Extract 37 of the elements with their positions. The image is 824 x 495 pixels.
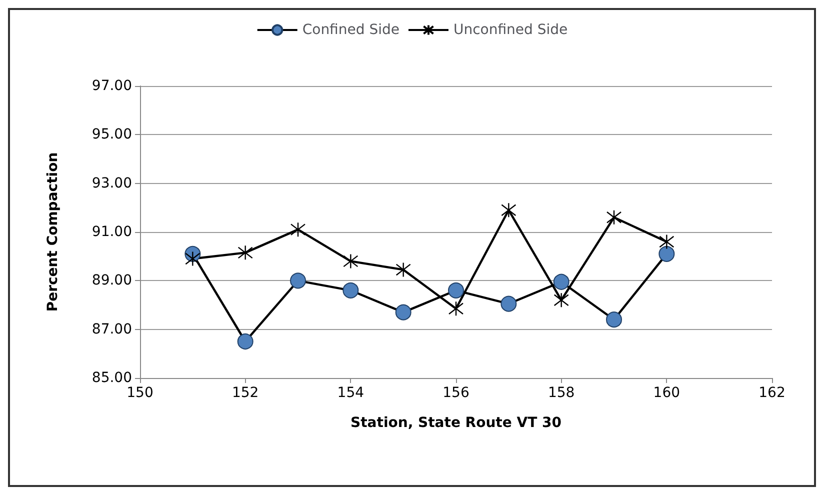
y-axis-title: Percent Compaction — [45, 152, 61, 312]
y-tick-label: 89.00 — [92, 272, 132, 289]
x-tick-label: 162 — [758, 385, 786, 401]
y-tick-label: 95.00 — [92, 126, 132, 143]
point — [553, 274, 570, 290]
point — [290, 222, 306, 238]
legend-label: Unconfined Side — [453, 22, 568, 38]
x-tick-label: 154 — [337, 385, 364, 401]
y-tick-label: 93.00 — [92, 175, 132, 192]
y-tick-label: 91.00 — [92, 224, 132, 240]
point — [554, 292, 569, 308]
point — [290, 272, 306, 289]
x-tick-label: 160 — [653, 385, 680, 401]
legend-label: Confined Side — [302, 22, 400, 38]
point — [342, 282, 359, 298]
point — [237, 334, 254, 350]
point — [395, 304, 412, 320]
point — [606, 312, 622, 328]
point — [238, 245, 253, 260]
point — [500, 296, 517, 312]
point — [396, 262, 411, 278]
point — [606, 210, 622, 225]
point — [659, 234, 674, 250]
x-tick-label: 158 — [548, 385, 575, 401]
x-tick-label: 152 — [232, 385, 259, 401]
point — [343, 254, 358, 269]
point — [658, 246, 675, 262]
y-tick-label: 97.00 — [92, 78, 132, 94]
point — [501, 202, 516, 218]
x-axis-title: Station, State Route VT 30 — [350, 415, 562, 431]
x-tick-label: 156 — [442, 385, 470, 401]
x-tick-label: 150 — [126, 385, 154, 401]
y-tick-label: 85.00 — [92, 370, 132, 386]
point — [448, 282, 464, 298]
y-tick-label: 87.00 — [92, 321, 132, 338]
point — [448, 301, 464, 316]
point — [185, 251, 200, 266]
